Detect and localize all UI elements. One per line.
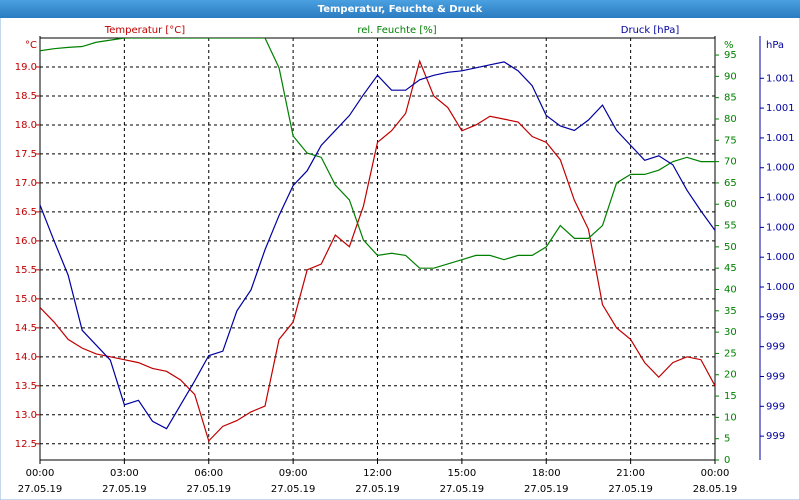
y-tick-label: 17.5 (15, 149, 37, 160)
x-tick-date: 27.05.19 (102, 484, 147, 495)
y-tick-label: 1.000 (766, 222, 795, 233)
y-tick-label: 70 (724, 157, 737, 168)
y-tick-label: 65 (724, 178, 737, 189)
y-tick-label: 14.5 (15, 323, 37, 334)
series-label: rel. Feuchte [%] (357, 25, 436, 36)
data-line (40, 61, 715, 430)
y-tick-label: 30 (724, 327, 737, 338)
series-label: Druck [hPa] (621, 25, 680, 36)
y-tick-label: 5 (724, 434, 730, 445)
y-tick-label: 16.0 (15, 236, 37, 247)
x-tick-date: 27.05.19 (524, 484, 569, 495)
y-tick-label: 60 (724, 199, 737, 210)
y-tick-label: 25 (724, 348, 737, 359)
y-tick-label: 1.000 (766, 252, 795, 263)
x-tick-label: 03:00 (110, 468, 139, 479)
axis-unit: % (724, 40, 734, 51)
x-tick-date: 27.05.19 (186, 484, 231, 495)
y-tick-label: 18.0 (15, 120, 37, 131)
x-tick-label: 00:00 (701, 468, 730, 479)
y-tick-label: 15.5 (15, 265, 37, 276)
y-tick-label: 40 (724, 284, 737, 295)
y-tick-label: 17.0 (15, 178, 37, 189)
x-tick-label: 09:00 (279, 468, 308, 479)
x-tick-label: 21:00 (616, 468, 645, 479)
y-tick-label: 1.000 (766, 193, 795, 204)
y-tick-label: 14.0 (15, 352, 37, 363)
y-tick-label: 15 (724, 391, 737, 402)
y-tick-label: 95 (724, 50, 737, 61)
x-tick-date: 27.05.19 (440, 484, 485, 495)
chart-title: Temperatur, Feuchte & Druck (318, 4, 483, 15)
y-tick-label: 90 (724, 71, 737, 82)
x-tick-date: 27.05.19 (18, 484, 63, 495)
y-tick-label: 13.5 (15, 381, 37, 392)
y-tick-label: 19.0 (15, 62, 37, 73)
y-tick-label: 85 (724, 93, 737, 104)
y-tick-label: 18.5 (15, 91, 37, 102)
y-tick-label: 1.000 (766, 282, 795, 293)
y-tick-label: 80 (724, 114, 737, 125)
y-tick-label: 13.0 (15, 410, 37, 421)
y-tick-label: 10 (724, 412, 737, 423)
y-tick-label: 999 (766, 371, 785, 382)
data-line (40, 38, 715, 269)
x-tick-label: 00:00 (26, 468, 55, 479)
y-tick-label: 16.5 (15, 207, 37, 218)
title-bar (0, 0, 800, 18)
y-tick-label: 20 (724, 370, 737, 381)
series-label: Temperatur [°C] (104, 25, 185, 36)
y-tick-label: 35 (724, 306, 737, 317)
y-tick-label: 45 (724, 263, 737, 274)
y-tick-label: 999 (766, 401, 785, 412)
x-tick-label: 18:00 (532, 468, 561, 479)
x-tick-label: 15:00 (447, 468, 476, 479)
x-tick-date: 27.05.19 (271, 484, 316, 495)
y-tick-label: 0 (724, 455, 730, 466)
axis-unit: °C (25, 40, 37, 51)
y-tick-label: 1.000 (766, 163, 795, 174)
axis-unit: hPa (766, 40, 784, 51)
y-tick-label: 15.0 (15, 294, 37, 305)
y-tick-label: 1.001 (766, 73, 795, 84)
y-tick-label: 999 (766, 342, 785, 353)
y-tick-label: 999 (766, 312, 785, 323)
x-tick-label: 12:00 (363, 468, 392, 479)
y-tick-label: 75 (724, 135, 737, 146)
y-tick-label: 999 (766, 431, 785, 442)
y-tick-label: 55 (724, 221, 737, 232)
y-tick-label: 50 (724, 242, 737, 253)
y-tick-label: 1.001 (766, 103, 795, 114)
y-tick-label: 1.001 (766, 133, 795, 144)
x-tick-date: 27.05.19 (355, 484, 400, 495)
x-tick-label: 06:00 (194, 468, 223, 479)
y-tick-label: 12.5 (15, 439, 37, 450)
x-tick-date: 28.05.19 (693, 484, 738, 495)
x-tick-date: 27.05.19 (608, 484, 653, 495)
data-line (40, 59, 715, 443)
